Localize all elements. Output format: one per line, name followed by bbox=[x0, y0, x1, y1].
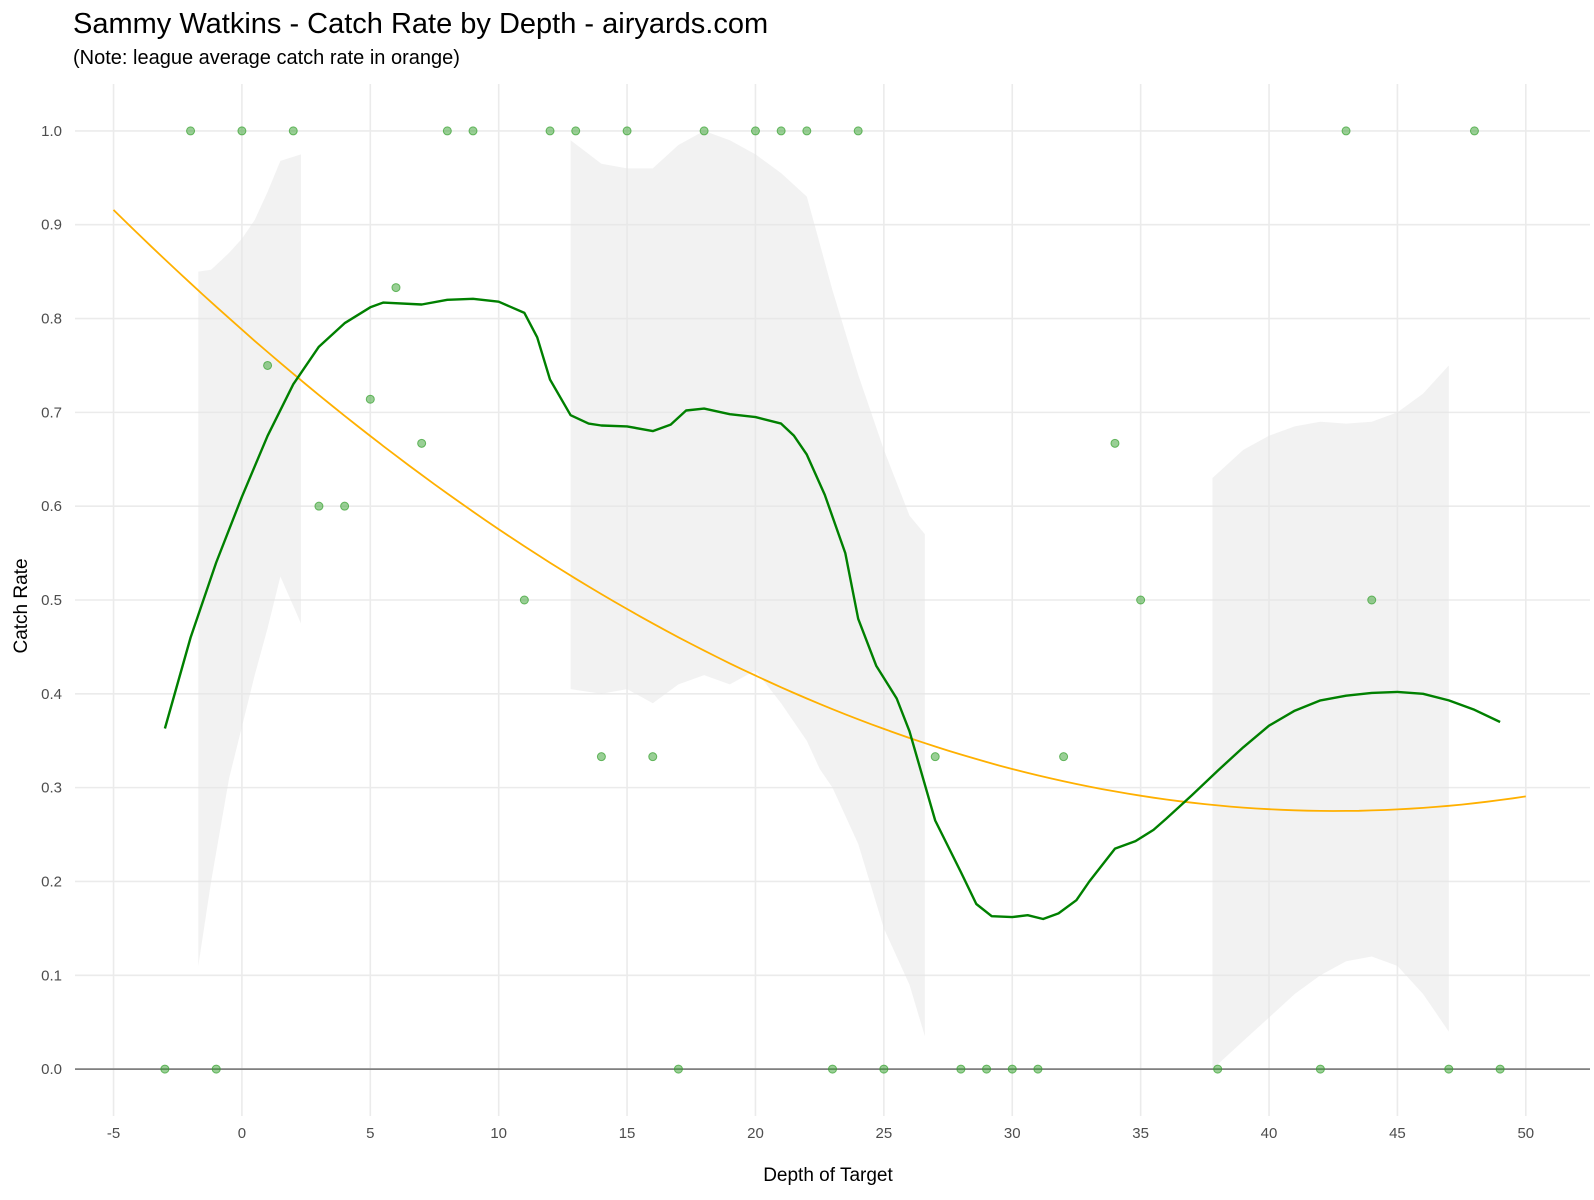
data-point bbox=[365, 394, 375, 404]
data-point bbox=[288, 126, 298, 136]
data-point bbox=[468, 126, 478, 136]
data-point bbox=[571, 126, 581, 136]
confidence-band bbox=[570, 130, 925, 1037]
data-point bbox=[391, 283, 401, 293]
data-point bbox=[776, 126, 786, 136]
data-point bbox=[314, 501, 324, 511]
data-point bbox=[828, 1064, 837, 1074]
x-tick-label: 0 bbox=[238, 1125, 246, 1142]
y-tick-label: 0.6 bbox=[41, 498, 62, 515]
y-tick-label: 0.2 bbox=[41, 873, 62, 890]
x-tick-label: 25 bbox=[876, 1125, 893, 1142]
data-point bbox=[1110, 438, 1120, 448]
confidence-band bbox=[198, 154, 301, 966]
data-point bbox=[545, 126, 555, 136]
league-average-curve bbox=[112, 209, 1526, 812]
data-point bbox=[802, 126, 812, 136]
data-point bbox=[1341, 126, 1351, 136]
data-point bbox=[956, 1064, 966, 1074]
y-axis-ticks: 0.0 0.1 0.2 0.3 0.4 0.5 0.6 0.7 0.8 0.9 1.0 bbox=[41, 123, 62, 1078]
data-points bbox=[160, 126, 1505, 1074]
x-tick-label: -5 bbox=[107, 1125, 120, 1142]
data-point bbox=[340, 501, 350, 511]
data-point bbox=[982, 1064, 992, 1074]
data-point bbox=[263, 360, 273, 370]
data-point bbox=[1059, 752, 1069, 762]
y-tick-label: 0.9 bbox=[41, 217, 62, 234]
y-tick-label: 0.4 bbox=[41, 686, 62, 703]
chart-subtitle: (Note: league average catch rate in oran… bbox=[73, 47, 460, 69]
x-tick-label: 35 bbox=[1132, 1125, 1149, 1142]
data-point bbox=[648, 752, 658, 762]
data-point bbox=[1469, 126, 1479, 136]
x-tick-label: 45 bbox=[1389, 1125, 1406, 1142]
data-point bbox=[879, 1064, 889, 1074]
data-point bbox=[1136, 595, 1146, 605]
y-tick-label: 0.3 bbox=[41, 780, 62, 797]
x-tick-label: 10 bbox=[490, 1125, 507, 1142]
data-point bbox=[1213, 1064, 1223, 1074]
data-point bbox=[442, 126, 452, 136]
data-point bbox=[750, 126, 760, 136]
data-point bbox=[417, 438, 427, 448]
data-point bbox=[673, 1064, 683, 1074]
confidence-band bbox=[1212, 365, 1449, 1070]
chart-title: Sammy Watkins - Catch Rate by Depth - ai… bbox=[73, 8, 768, 40]
x-tick-label: 30 bbox=[1004, 1125, 1021, 1142]
data-point bbox=[519, 595, 529, 605]
x-tick-label: 50 bbox=[1517, 1125, 1534, 1142]
data-point bbox=[1033, 1064, 1043, 1074]
data-point bbox=[596, 752, 606, 762]
x-tick-label: 5 bbox=[366, 1125, 374, 1142]
player-smooth-curve bbox=[163, 297, 1501, 921]
data-point bbox=[1495, 1064, 1505, 1074]
data-point bbox=[1444, 1064, 1454, 1074]
x-axis-title: Depth of Target bbox=[763, 1165, 893, 1186]
data-point bbox=[160, 1064, 170, 1074]
data-point bbox=[930, 752, 940, 762]
y-tick-label: 0.7 bbox=[41, 404, 62, 421]
x-tick-label: 15 bbox=[619, 1125, 636, 1142]
x-tick-label: 20 bbox=[747, 1125, 764, 1142]
y-tick-label: 1.0 bbox=[41, 123, 62, 140]
data-point bbox=[237, 126, 247, 136]
y-tick-label: 0.1 bbox=[41, 967, 62, 984]
data-point bbox=[853, 126, 863, 136]
data-point bbox=[1315, 1064, 1325, 1074]
smooth-line bbox=[163, 297, 1501, 921]
x-axis-ticks: -5 0 5 10 15 20 25 30 35 40 45 50 bbox=[107, 1125, 1534, 1142]
data-point bbox=[1367, 595, 1377, 605]
data-point bbox=[622, 126, 632, 136]
data-point bbox=[1007, 1064, 1017, 1074]
confidence-ribbons bbox=[198, 130, 1449, 1070]
data-point bbox=[699, 126, 709, 136]
y-tick-label: 0.5 bbox=[41, 592, 62, 609]
y-tick-label: 0.8 bbox=[41, 311, 62, 328]
data-point bbox=[186, 126, 196, 136]
league-average-line bbox=[112, 209, 1526, 812]
x-tick-label: 40 bbox=[1261, 1125, 1278, 1142]
y-tick-label: 0.0 bbox=[41, 1061, 62, 1078]
data-point bbox=[211, 1064, 221, 1074]
y-axis-title: Catch Rate bbox=[11, 558, 32, 653]
